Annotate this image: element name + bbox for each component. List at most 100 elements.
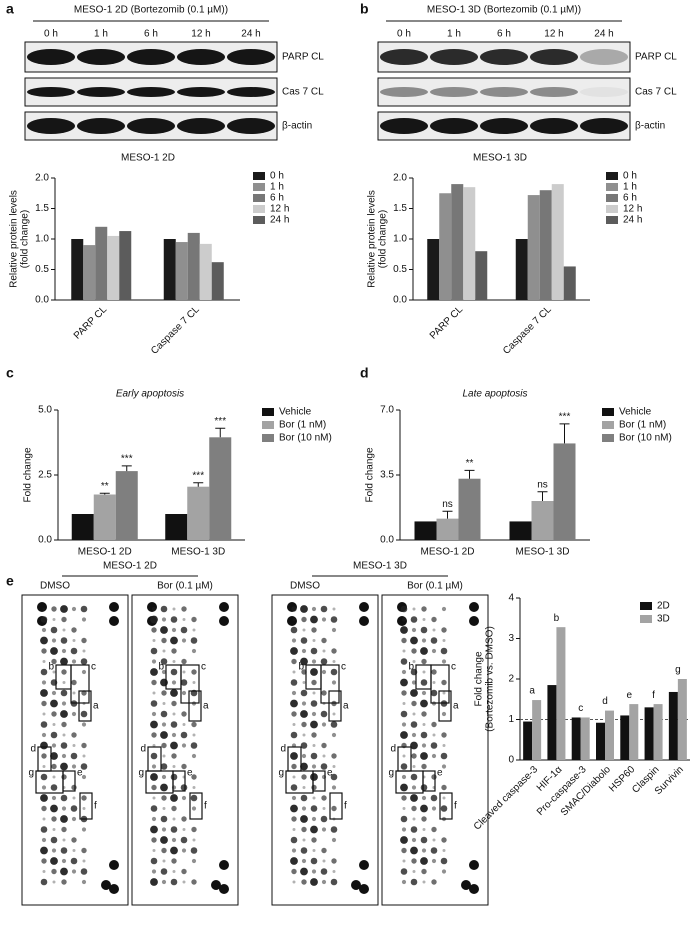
array-spot: [160, 626, 168, 634]
array-spot: [320, 868, 328, 875]
y-tick-label: 4: [508, 593, 514, 604]
chart-title: Early apoptosis: [116, 389, 184, 400]
array-spot: [300, 867, 308, 876]
array-spot: [320, 658, 328, 665]
array-spot: [310, 878, 318, 886]
legend-swatch: [602, 434, 614, 442]
array-spot: [182, 723, 186, 726]
array-spot: [60, 657, 68, 666]
array-spot: [81, 795, 87, 801]
array-spot: [152, 639, 156, 642]
array-spot: [162, 754, 166, 758]
array-spot: [150, 878, 158, 886]
blot-row-label: Cas 7 CL: [282, 87, 324, 98]
array-spot: [421, 690, 427, 696]
array-spot: [40, 773, 48, 781]
array-spot: [181, 658, 187, 665]
array-spot: [42, 870, 46, 873]
array-spot: [421, 743, 427, 748]
array-spot: [321, 847, 327, 854]
array-spot: [301, 806, 307, 811]
spot-label: c: [341, 662, 346, 673]
bar: [187, 486, 210, 540]
blot-band: [380, 87, 428, 97]
array-spot: [321, 617, 327, 622]
array-spot: [170, 846, 178, 855]
bar: [119, 231, 132, 300]
array-spot: [182, 880, 186, 884]
legend-label: Bor (10 nM): [279, 433, 332, 444]
lane-label: 12 h: [191, 29, 210, 40]
array-spot: [300, 762, 308, 771]
array-spot: [331, 627, 337, 633]
array-spot: [421, 848, 427, 853]
legend-swatch: [253, 183, 265, 191]
legend-label: Vehicle: [619, 407, 652, 418]
array-spot: [52, 775, 56, 779]
legend-label: 1 h: [623, 182, 637, 193]
array-spot: [152, 849, 156, 852]
array-spot: [50, 804, 58, 813]
array-spot: [322, 807, 326, 810]
array-spot: [442, 849, 446, 852]
array-spot: [70, 805, 78, 812]
y-tick-label: 1.0: [35, 234, 49, 245]
array-spot: [41, 785, 47, 790]
spot-label: a: [343, 701, 349, 712]
legend-label: 24 h: [270, 215, 289, 226]
array-spot: [330, 878, 338, 886]
x-tick-label: MESO-1 3D: [516, 547, 570, 558]
array-spot: [161, 774, 167, 780]
array-spot: [51, 816, 57, 822]
array-spot: [431, 774, 437, 780]
array-spot: [301, 648, 307, 654]
array-spot: [440, 752, 448, 760]
array-spot: [290, 752, 298, 760]
array-spot: [321, 637, 327, 644]
array-spot: [359, 884, 369, 894]
array-treatment: Bor (0.1 µM): [157, 581, 213, 592]
array-spot: [219, 616, 229, 626]
array-spot: [60, 637, 68, 644]
x-tick-label: MESO-1 3D: [171, 547, 225, 558]
array-spot: [402, 649, 406, 653]
array-spot: [321, 827, 327, 832]
bar: [539, 190, 552, 300]
blot-band: [177, 118, 225, 134]
array-spot: [310, 825, 318, 834]
array-spot: [162, 807, 166, 810]
array-spot: [161, 879, 167, 885]
blot-band: [77, 87, 125, 97]
array-spot: [442, 639, 446, 642]
array-spot: [161, 742, 167, 749]
blot-band: [127, 87, 175, 97]
array-spot: [321, 722, 327, 727]
array-spot: [300, 710, 308, 718]
array-spot: [402, 702, 406, 705]
bar: [175, 242, 188, 300]
bar: [463, 187, 476, 300]
array-spot: [80, 710, 88, 718]
array-spot: [41, 648, 47, 654]
array-spot: [41, 700, 47, 707]
array-spot: [332, 660, 336, 663]
array-spot: [300, 637, 308, 644]
array-spot: [60, 815, 68, 823]
spot-box: [70, 664, 90, 704]
array-spot: [291, 658, 297, 665]
array-spot: [161, 795, 167, 801]
lane-label: 24 h: [241, 29, 260, 40]
spot-label: c: [451, 662, 456, 673]
array-spot: [41, 805, 47, 812]
legend-label: Bor (1 nM): [279, 420, 326, 431]
array-spot: [400, 763, 408, 770]
chart-title: MESO-1 3D: [473, 153, 527, 164]
array-spot: [331, 648, 337, 654]
array-spot: [71, 606, 77, 612]
array-spot: [60, 605, 68, 613]
array-spot: [300, 657, 308, 666]
array-spot: [71, 784, 77, 791]
array-spot: [410, 826, 418, 833]
array-spot: [311, 679, 317, 686]
array-spot: [311, 869, 317, 874]
